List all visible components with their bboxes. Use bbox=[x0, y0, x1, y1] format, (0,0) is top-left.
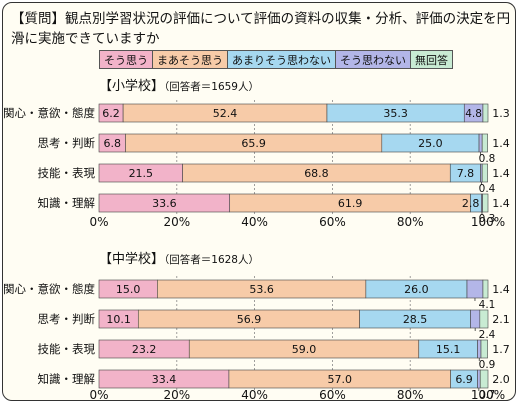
elementary-respondents: （回答者＝1659人） bbox=[164, 81, 259, 93]
elementary-x-tick-label: 80% bbox=[397, 215, 424, 229]
elementary-bar-segment bbox=[481, 133, 488, 153]
legend-item-4: そう思わない bbox=[336, 51, 411, 68]
elementary-data-label: 6.2 bbox=[102, 107, 120, 120]
elementary-x-tick-label: 40% bbox=[241, 215, 268, 229]
junior-high-data-label: 10.1 bbox=[106, 313, 131, 326]
junior-high-category-label: 関心・意欲・態度 bbox=[3, 282, 95, 296]
junior-high-x-tick-label: 40% bbox=[241, 388, 268, 401]
elementary-data-label: 0.4 bbox=[479, 183, 496, 195]
junior-high-data-label: 57.0 bbox=[328, 373, 353, 386]
elementary-x-tick-label: 20% bbox=[163, 215, 190, 229]
elementary-data-label: 0.8 bbox=[479, 153, 496, 165]
junior-high-data-label: 6.9 bbox=[455, 373, 473, 386]
elementary-data-label: 35.3 bbox=[383, 107, 408, 120]
junior-high-data-label: 2.1 bbox=[492, 313, 510, 326]
junior-high-bar-segment bbox=[477, 369, 481, 389]
elementary-data-label: 21.5 bbox=[129, 167, 154, 180]
legend: そう思う まあそう思う あまりそう思わない そう思わない 無回答 bbox=[99, 50, 453, 69]
elementary-data-label: 1.4 bbox=[492, 197, 510, 210]
elementary-bar-segment bbox=[481, 163, 488, 183]
elementary-data-label: 2.8 bbox=[462, 197, 480, 210]
elementary-category-label: 技能・表現 bbox=[38, 166, 96, 180]
junior-high-data-label: 33.4 bbox=[152, 373, 177, 386]
junior-high-bar-segment bbox=[477, 339, 482, 359]
elementary-data-label: 0.3 bbox=[479, 213, 496, 225]
junior-high-data-label: 28.5 bbox=[403, 313, 428, 326]
elementary-category-label: 思考・判断 bbox=[38, 136, 96, 150]
elementary-title: 【小学校】（回答者＝1659人） bbox=[99, 75, 259, 94]
elementary-data-label: 1.4 bbox=[492, 137, 510, 150]
junior-high-bar-segment bbox=[470, 309, 481, 329]
junior-high-category-label: 技能・表現 bbox=[38, 342, 96, 356]
elementary-x-tick-label: 60% bbox=[319, 215, 346, 229]
junior-high-x-tick-label: 80% bbox=[397, 388, 424, 401]
elementary-data-label: 1.3 bbox=[492, 107, 510, 120]
junior-high-title: 【中学校】（回答者＝1628人） bbox=[99, 248, 259, 267]
junior-high-bar-segment bbox=[479, 369, 489, 389]
elementary-category-label: 関心・意欲・態度 bbox=[3, 106, 95, 120]
junior-high-title-text: 【中学校】 bbox=[99, 252, 165, 267]
junior-high-data-label: 59.0 bbox=[292, 343, 317, 356]
elementary-data-label: 6.8 bbox=[103, 137, 121, 150]
junior-high-x-tick-label: 100% bbox=[471, 388, 505, 401]
chart-frame: 【質問】観点別学習状況の評価について評価の資料の収集・分析、評価の決定を円滑に実… bbox=[2, 2, 516, 401]
junior-high-respondents: （回答者＝1628人） bbox=[164, 254, 259, 266]
elementary-data-label: 61.9 bbox=[338, 197, 363, 210]
junior-high-data-label: 23.2 bbox=[132, 343, 157, 356]
junior-high-data-label: 0.9 bbox=[479, 359, 496, 371]
legend-item-1: そう思う bbox=[100, 51, 153, 68]
junior-high-data-label: 1.7 bbox=[492, 343, 510, 356]
junior-high-bar-segment bbox=[480, 339, 488, 359]
junior-high-bar-segment bbox=[482, 279, 489, 299]
junior-high-data-label: 1.4 bbox=[492, 283, 510, 296]
stacked-bar-chart: 0% 20% 40% 60% 80% 100% 関心・意欲・態度 6.2 52.4 35.3 4.8… bbox=[3, 100, 510, 401]
elementary-x-tick-label: 0% bbox=[89, 215, 108, 229]
junior-high-bar-segment bbox=[479, 309, 489, 329]
junior-high-data-label: 53.6 bbox=[249, 283, 274, 296]
junior-high-category-label: 思考・判断 bbox=[38, 312, 96, 326]
junior-high-data-label: 4.1 bbox=[479, 299, 496, 311]
junior-high-data-label: 56.9 bbox=[237, 313, 262, 326]
elementary-bar-segment bbox=[482, 103, 489, 123]
elementary-data-label: 1.4 bbox=[492, 167, 510, 180]
elementary-x-tick-label: 100% bbox=[471, 215, 505, 229]
legend-item-2: まあそう思う bbox=[153, 51, 228, 68]
junior-high-data-label: 2.4 bbox=[479, 329, 496, 341]
junior-high-data-label: 15.0 bbox=[116, 283, 141, 296]
junior-high-data-label: 15.1 bbox=[436, 343, 461, 356]
elementary-data-label: 68.8 bbox=[304, 167, 329, 180]
junior-high-data-label: 2.0 bbox=[492, 373, 510, 386]
elementary-title-text: 【小学校】 bbox=[99, 79, 165, 94]
elementary-data-label: 7.8 bbox=[457, 167, 475, 180]
elementary-data-label: 4.8 bbox=[465, 108, 482, 120]
junior-high-x-tick-label: 0% bbox=[89, 388, 108, 401]
legend-item-5: 無回答 bbox=[411, 51, 452, 68]
question-text: 【質問】観点別学習状況の評価について評価の資料の収集・分析、評価の決定を円滑に実… bbox=[11, 11, 511, 47]
junior-high-x-tick-label: 60% bbox=[319, 388, 346, 401]
legend-item-3: あまりそう思わない bbox=[228, 51, 336, 68]
elementary-data-label: 65.9 bbox=[241, 137, 266, 150]
elementary-data-label: 52.4 bbox=[213, 107, 238, 120]
elementary-data-label: 25.0 bbox=[418, 137, 443, 150]
elementary-bar-segment bbox=[482, 193, 489, 213]
junior-high-bar-segment bbox=[466, 279, 484, 299]
elementary-bar-segment bbox=[478, 133, 483, 153]
elementary-data-label: 33.6 bbox=[152, 197, 177, 210]
junior-high-x-tick-label: 20% bbox=[163, 388, 190, 401]
junior-high-category-label: 知識・理解 bbox=[38, 372, 96, 386]
junior-high-data-label: 26.0 bbox=[404, 283, 429, 296]
elementary-category-label: 知識・理解 bbox=[38, 196, 96, 210]
junior-high-data-label: 0.7 bbox=[479, 389, 496, 401]
